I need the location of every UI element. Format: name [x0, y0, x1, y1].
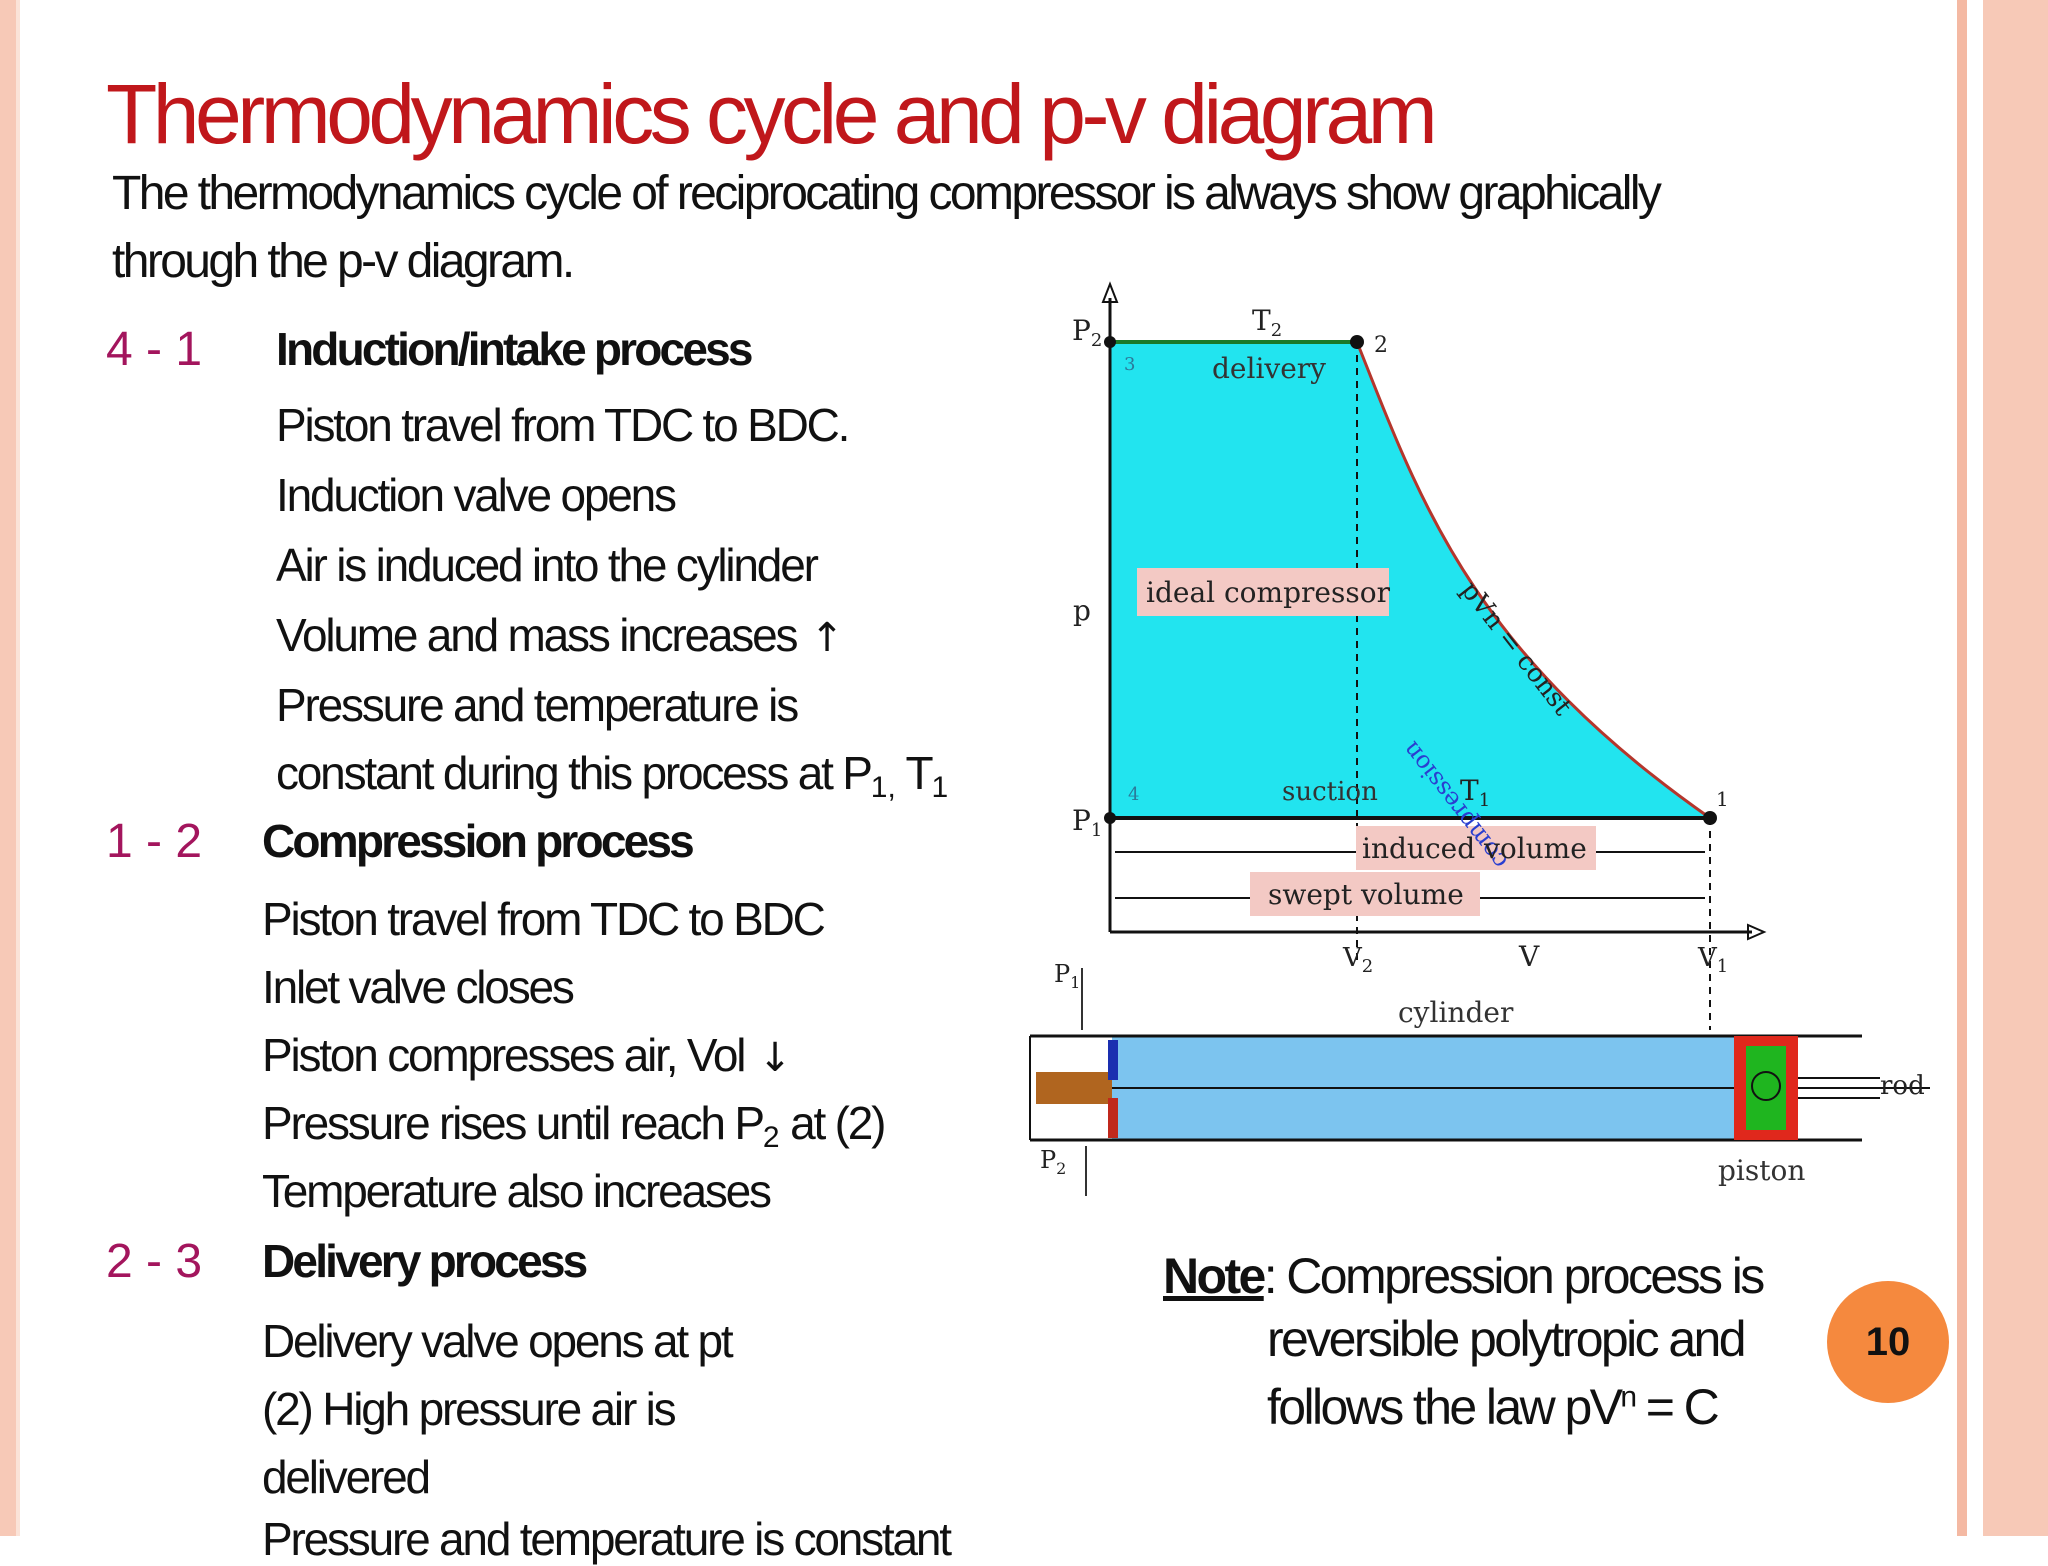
rod-label: rod — [1880, 1071, 1925, 1101]
compression-line-4: Pressure rises until reach P2 at (2) — [262, 1096, 886, 1155]
induction-line-4-text: Volume and mass increases — [276, 609, 798, 661]
p1-valve-label: P1 — [1054, 960, 1080, 992]
compression-line-4-text: Pressure rises until reach P — [262, 1097, 765, 1149]
right-frame-gap — [1967, 0, 1983, 1536]
step-heading-induction: Induction/intake process — [276, 323, 754, 375]
p2-axis-label: P2 — [1072, 314, 1102, 351]
piston-pin — [1751, 1071, 1781, 1101]
p2-subscript: 2 — [762, 1121, 780, 1154]
induction-line-3: Air is induced into the cylinder — [276, 539, 819, 591]
right-frame-border — [1957, 0, 1967, 1536]
p1-subscript: 1, — [870, 771, 896, 804]
t1-subscript: 1 — [931, 771, 949, 804]
compression-line-3-text: Piston compresses air, Vol — [262, 1029, 746, 1081]
v1-label: V1 — [1697, 943, 1728, 977]
compression-line-3: Piston compresses air, Vol ↓ — [262, 1028, 792, 1082]
note-label: Note — [1163, 1248, 1266, 1304]
induction-line-1: Piston travel from TDC to BDC. — [276, 399, 850, 451]
point-1-label: 1 — [1716, 787, 1729, 811]
pv-diagram: P2 P1 p T2 T1 2 3 4 1 delivery ideal com… — [1029, 281, 1930, 1196]
induced-volume-label-bg — [1356, 826, 1596, 870]
t-letter: T — [895, 747, 934, 799]
note-text-3-tail: = C — [1634, 1379, 1720, 1435]
induction-line-4: Volume and mass increases ↑ — [276, 608, 844, 662]
pv-cycle-area — [1110, 342, 1710, 818]
ideal-compressor-label: ideal compressor — [1146, 576, 1391, 609]
slide-subtitle: The thermodynamics cycle of reciprocatin… — [112, 167, 1662, 288]
compression-line-5: Temperature also increases — [262, 1165, 772, 1217]
arrow-down-icon: ↓ — [758, 1035, 792, 1081]
inlet-valve — [1036, 1072, 1112, 1104]
note-text-1: : Compression process is — [1263, 1248, 1766, 1304]
swept-volume-label-bg — [1250, 872, 1480, 916]
arrow-up-icon: ↑ — [810, 615, 844, 661]
left-frame-border — [0, 0, 20, 1536]
valve-blue — [1108, 1040, 1118, 1080]
v-axis-arrowhead — [1747, 923, 1767, 941]
piston-label: piston — [1718, 1154, 1805, 1187]
p-axis-arrowhead — [1101, 281, 1119, 303]
induction-line-6: constant during this process at P1, T1 — [276, 746, 948, 805]
step-number-4-1: 4 - 1 — [106, 323, 203, 376]
delivery-line-4: Pressure and temperature is constant — [262, 1513, 952, 1565]
step-heading-delivery: Delivery process — [262, 1235, 588, 1287]
point-2-dot — [1350, 335, 1364, 349]
ideal-compressor-label-bg — [1137, 568, 1389, 616]
polytropic-curve — [1355, 341, 1711, 820]
cylinder-label: cylinder — [1398, 996, 1514, 1029]
delivery-line-1: Delivery valve opens at pt — [262, 1315, 734, 1367]
note-text-3: follows the law pV — [1267, 1379, 1623, 1435]
delivery-line-2: (2) High pressure air is — [262, 1383, 677, 1435]
point-3-label: 3 — [1124, 354, 1135, 375]
p1-axis-label: P1 — [1072, 804, 1102, 841]
induction-line-2: Induction valve opens — [276, 469, 677, 521]
p2-tail: at (2) — [779, 1097, 886, 1149]
t1-label: T1 — [1460, 774, 1490, 811]
right-frame-strip — [1983, 0, 2048, 1536]
note-line-1: Note: Compression process is — [1163, 1242, 1766, 1310]
induced-volume-label: induced volume — [1362, 832, 1587, 865]
point-1-dot — [1703, 811, 1717, 825]
slide-title: Thermodynamics cycle and p-v diagram — [106, 67, 1438, 161]
step-number-1-2: 1 - 2 — [106, 815, 203, 868]
page-number-badge: 10 — [1827, 1281, 1949, 1403]
t2-label: T2 — [1252, 304, 1282, 341]
induction-line-5: Pressure and temperature is — [276, 679, 799, 731]
delivery-label: delivery — [1212, 352, 1326, 385]
point-4-label: 4 — [1128, 784, 1139, 805]
compression-line-1: Piston travel from TDC to BDC — [262, 893, 826, 945]
delivery-line-3: delivered — [262, 1451, 431, 1503]
compression-line-2: Inlet valve closes — [262, 961, 575, 1013]
valve-red — [1108, 1098, 1118, 1138]
induction-line-6-text: constant during this process at P — [276, 747, 873, 799]
note-superscript-n: n — [1620, 1380, 1637, 1414]
v-axis-label: V — [1518, 940, 1540, 973]
p2-valve-label: P2 — [1040, 1146, 1066, 1178]
point-4-dot — [1104, 812, 1116, 824]
point-2-label: 2 — [1374, 333, 1388, 358]
point-3-dot — [1104, 336, 1116, 348]
step-number-2-3: 2 - 3 — [106, 1235, 203, 1288]
suction-label: suction — [1282, 777, 1378, 807]
note-line-3: follows the law pVn = C — [1267, 1378, 1720, 1436]
step-heading-compression: Compression process — [262, 815, 695, 867]
swept-volume-label: swept volume — [1268, 878, 1464, 911]
note-line-2: reversible polytropic and — [1267, 1311, 1747, 1367]
p-axis-label: p — [1073, 594, 1091, 627]
v2-label: V2 — [1342, 943, 1373, 977]
